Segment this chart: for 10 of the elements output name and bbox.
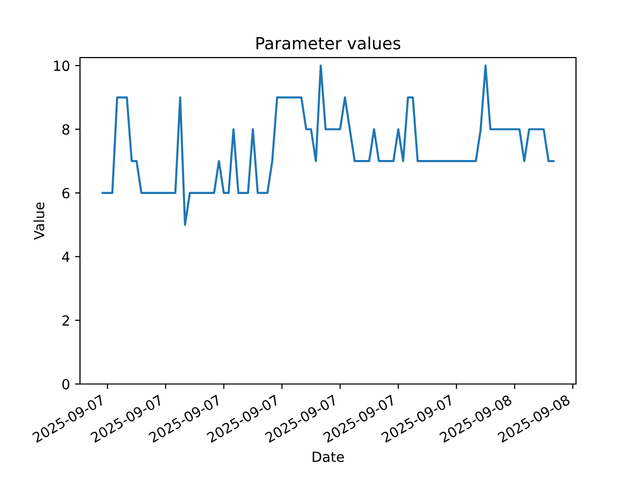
y-tick-label: 0 [62, 378, 70, 390]
x-axis-title: Date [312, 452, 344, 462]
chart-title: Parameter values [256, 36, 400, 50]
y-tick-label: 6 [62, 188, 70, 198]
line-series [102, 64, 554, 226]
y-tick-label: 2 [62, 315, 69, 326]
y-axis-title: Value [34, 202, 44, 240]
y-tick-label: 4 [62, 252, 70, 262]
y-tick-label: 10 [54, 60, 70, 72]
y-tick-label: 8 [62, 124, 70, 135]
